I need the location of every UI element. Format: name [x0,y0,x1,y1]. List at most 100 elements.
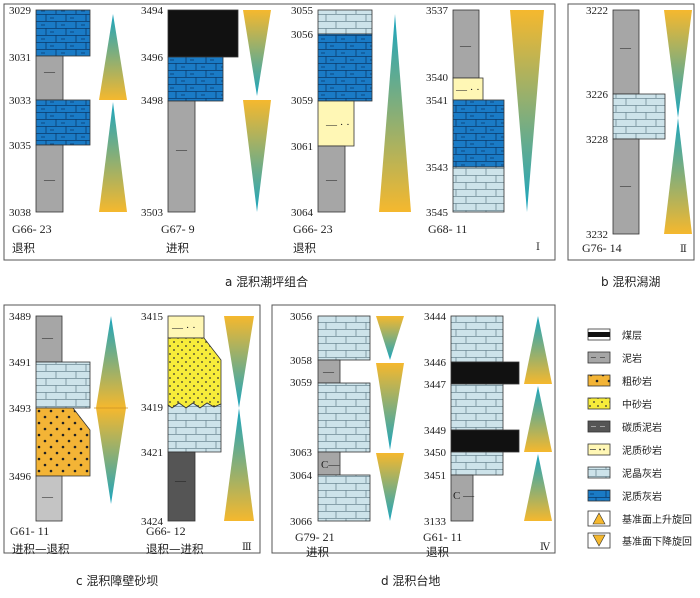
falling-cycle-triangle [510,10,544,212]
falling-cycle-triangle [224,316,254,408]
layer-mudstone [612,138,640,235]
panel-number: Ⅰ [536,242,540,253]
depth-label: 3496 [9,471,32,483]
panel-b-caption: b 混积潟湖 [601,274,660,289]
well-trend: 退积 [426,545,449,559]
layer-coarse-sandstone [35,407,91,477]
mud-symbol: — [43,66,56,78]
layer-mudstone [35,144,64,213]
depth-label: 3222 [586,5,608,17]
depth-label: 3035 [9,140,32,152]
legend-swatch-mudstone [587,351,611,364]
well-g66-23-b: — · · — 3055 3056 3059 3061 3064 G66- 23… [291,5,411,255]
panel-d-caption: d 混积台地 [381,573,440,588]
depth-label: 3498 [141,95,164,107]
depth-label: 3419 [141,402,164,414]
depth-label: 3421 [141,447,163,459]
well-name: G67- 9 [161,222,195,236]
layer-mud-crystal-limestone [450,383,504,431]
panel-c-frame [3,304,261,554]
layer-mudstone [35,475,63,522]
panel-number: Ⅳ [540,542,551,553]
mud-symbol: — [459,40,472,52]
layer-muddy-limestone [317,33,373,102]
layer-mud-crystal-limestone [35,361,91,409]
layer-coal [450,361,520,385]
legend-label: 粗砂岩 [622,375,652,388]
well-trend: 进积—退积 [12,542,70,556]
well-g76-14: — — 3222 3226 3228 3232 G76- 14 Ⅱ [582,5,692,255]
mud-symbol: — [175,144,188,156]
depth-label: 3029 [9,5,32,17]
mud-symbol: — [43,174,56,186]
well-g66-23-a: — — 3029 3031 3033 3035 3038 G66- 23 退积 [9,5,127,255]
rising-cycle-triangle [664,118,692,234]
layer-muddy-limestone [167,56,224,102]
well-trend: 进积 [306,545,329,559]
panel-number: Ⅱ [680,244,687,255]
depth-label: 3545 [426,207,449,219]
depth-label: 3038 [9,207,32,219]
layer-mud-crystal-limestone [452,166,505,213]
legend-label: 煤层 [622,329,642,342]
depth-label: 3503 [141,207,164,219]
falling-cycle-triangle [664,10,692,118]
depth-label: 3493 [9,403,32,415]
well-name: G68- 11 [428,222,467,236]
rising-cycle-triangle [524,454,552,521]
legend-swatch-mud-crystal-limestone [587,466,611,479]
depth-label: 3444 [424,311,447,323]
falling-cycle-icon [592,534,606,547]
legend-label: 泥岩 [622,352,642,365]
depth-label: 3540 [426,72,449,84]
depth-label: 3226 [586,89,609,101]
depth-label: 3541 [426,95,448,107]
depth-label: 3424 [141,516,164,528]
layer-coal [450,429,520,453]
depth-label: 3491 [9,357,31,369]
depth-label: 3055 [291,5,314,17]
layer-muddy-limestone [35,9,91,57]
depth-label: 3415 [141,311,164,323]
depth-label: 3451 [424,470,446,482]
rising-cycle-triangle [99,14,127,100]
legend-swatch-muddy-limestone [587,489,611,502]
layer-mudstone [167,100,196,213]
layer-medium-sandstone [167,337,222,409]
well-g61-11-c: — — 3489 3491 3493 3496 G61- 11 进积—退积 [9,311,128,556]
mud-symbol: — [41,491,54,503]
rising-cycle-triangle [524,316,552,384]
well-name: G66- 12 [146,524,186,538]
depth-label: 3449 [424,425,447,437]
panel-a-caption: a 混积潮坪组合 [225,274,308,289]
legend-label: 泥晶灰岩 [622,467,662,480]
mud-symbol: — [41,332,54,344]
layer-mud-crystal-limestone [317,474,371,522]
mud-symbol: — [325,174,338,186]
layer-mud-crystal-limestone [612,93,666,140]
rising-cycle-triangle [99,102,127,212]
layer-mudstone [452,9,480,79]
falling-cycle-triangle [376,453,404,521]
depth-label: 3450 [424,447,447,459]
depth-label: 3033 [9,95,32,107]
falling-cycle-triangle [376,363,404,450]
falling-cycle-triangle [96,408,126,504]
mud-symbol: — [619,42,632,54]
layer-carbonaceous-mudstone [450,474,474,522]
layer-mudstone [612,9,640,95]
layer-mud-crystal-limestone [317,382,371,453]
panel-a-frame [3,3,556,261]
depth-label: 3059 [291,95,314,107]
legend-label: 泥质砂岩 [622,444,662,457]
legend-label: 碳质泥岩 [622,421,662,434]
mud-symbol: — [619,180,632,192]
depth-label: 3446 [424,357,447,369]
legend-swatch-coarse-sandstone [587,374,611,387]
legend-swatch-muddy-sandstone [587,443,611,456]
mud-symbol: — [174,475,187,487]
depth-label: 3064 [290,470,313,482]
rising-cycle-triangle [96,316,126,408]
well-trend: 退积 [293,241,316,255]
panel-number: Ⅲ [242,542,252,553]
